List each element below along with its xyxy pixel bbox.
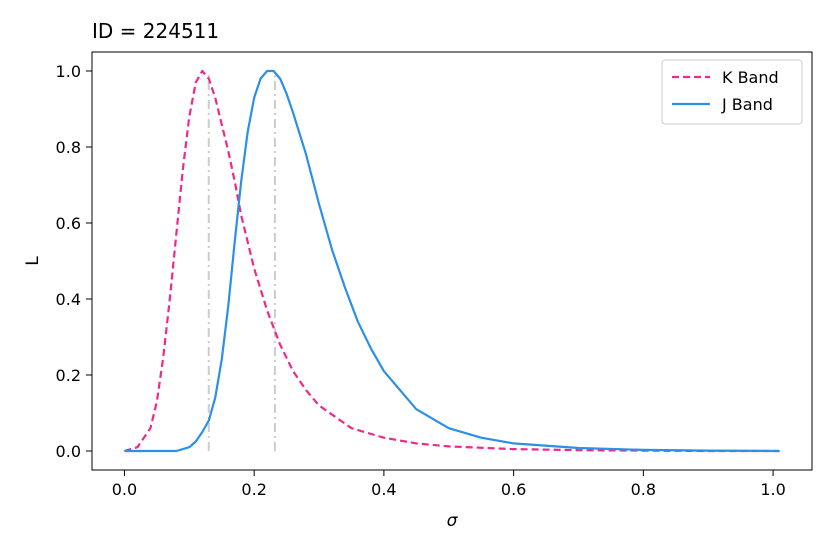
y-axis: 0.0 0.2 0.4 0.6 0.8 1.0	[56, 62, 92, 461]
y-tick-label: 0.4	[56, 290, 81, 309]
y-tick-label: 0.6	[56, 214, 81, 233]
x-tick-label: 0.2	[241, 480, 266, 499]
y-tick-label: 0.0	[56, 442, 81, 461]
x-tick-label: 0.8	[631, 480, 656, 499]
y-tick-label: 0.8	[56, 138, 81, 157]
x-axis: 0.0 0.2 0.4 0.6 0.8 1.0	[112, 470, 786, 499]
y-tick-label: 1.0	[56, 62, 81, 81]
x-tick-label: 0.4	[371, 480, 396, 499]
chart-title: ID = 224511	[92, 19, 219, 43]
axes-frame	[91, 51, 813, 471]
x-tick-label: 0.6	[501, 480, 526, 499]
y-tick-label: 0.2	[56, 366, 81, 385]
x-axis-label: σ	[447, 511, 459, 531]
plot-area	[124, 69, 780, 453]
x-tick-label: 1.0	[760, 480, 785, 499]
series-line-j-band	[124, 69, 780, 453]
y-axis-label: L	[23, 256, 43, 266]
x-tick-label: 0.0	[112, 480, 137, 499]
legend: K Band J Band	[661, 59, 803, 125]
series-line-k-band	[124, 69, 780, 453]
legend-label-k-band: K Band	[722, 68, 779, 87]
legend-label-j-band: J Band	[721, 95, 773, 114]
